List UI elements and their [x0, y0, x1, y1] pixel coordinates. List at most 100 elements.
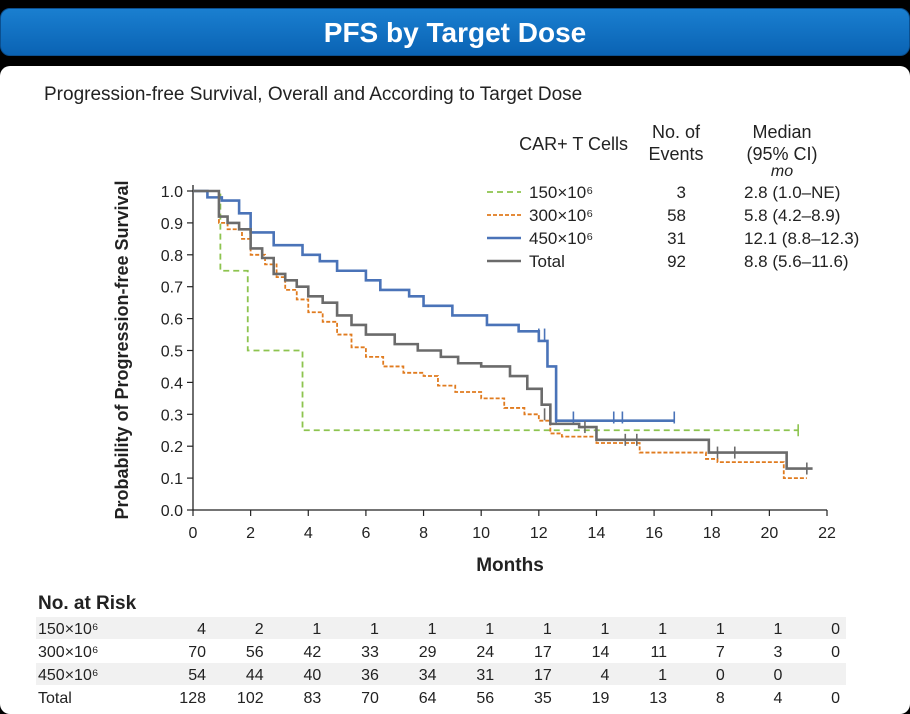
series-line-1 — [193, 190, 807, 479]
legend-series-median: 5.8 (4.2–8.9) — [744, 206, 840, 225]
risk-cell: 1 — [543, 621, 552, 638]
risk-cell: 24 — [476, 644, 494, 661]
x-tick-label: 16 — [645, 525, 663, 542]
chart-panel — [0, 66, 910, 714]
legend-header-median: Median (95% CI) — [746, 122, 817, 164]
legend-series-name: Total — [529, 252, 565, 271]
y-tick-label: 1.0 — [161, 184, 183, 201]
x-tick-label: 10 — [472, 525, 490, 542]
risk-cell: 1 — [428, 621, 437, 638]
legend-header-group: CAR+ T Cells — [519, 134, 628, 154]
axes: 0.0 0.1 0.2 0.3 0.4 0.5 0.6 0.7 0.8 0.9 1.0 0 2 4 6 8 10… — [161, 184, 836, 542]
risk-cell: 11 — [650, 644, 667, 661]
risk-cell: 19 — [592, 690, 610, 707]
risk-cell: 1 — [485, 621, 494, 638]
risk-cell: 70 — [188, 644, 206, 661]
risk-cell: 83 — [303, 690, 321, 707]
risk-cell: 1 — [658, 667, 667, 684]
y-tick-label: 0.0 — [161, 503, 183, 520]
y-tick-label: 0.5 — [161, 344, 183, 361]
risk-cell: 33 — [361, 644, 379, 661]
x-tick-label: 22 — [818, 525, 836, 542]
risk-cell: 36 — [361, 667, 379, 684]
y-tick-label: 0.1 — [161, 471, 183, 488]
y-axis-label: Probability of Progression-free Survival — [112, 180, 132, 519]
x-axis-label: Months — [476, 555, 544, 576]
legend-series-median: 8.8 (5.6–11.6) — [744, 252, 849, 271]
risk-cell: 35 — [534, 690, 552, 707]
risk-cell: 7 — [716, 644, 725, 661]
risk-cell: 70 — [361, 690, 379, 707]
risk-cell: 64 — [419, 690, 437, 707]
risk-cell: 17 — [534, 644, 552, 661]
risk-cell: 1 — [370, 621, 379, 638]
risk-cell: 2 — [255, 621, 264, 638]
series-line-3 — [193, 189, 813, 470]
y-tick-label: 0.2 — [161, 439, 183, 456]
risk-cell: 1 — [658, 621, 667, 638]
risk-row-label: 150×10⁶ — [38, 621, 98, 638]
x-tick-label: 8 — [419, 525, 428, 542]
legend-series-events: 31 — [667, 229, 686, 248]
legend-series-name: 450×10⁶ — [529, 229, 593, 248]
series-line-0 — [193, 190, 799, 432]
risk-row-band — [36, 663, 846, 685]
y-tick-label: 0.7 — [161, 280, 183, 297]
legend-header-events: No. of Events — [648, 122, 703, 164]
risk-table-title: No. at Risk — [38, 593, 137, 614]
series-line-2 — [193, 189, 675, 422]
risk-cell: 0 — [831, 644, 840, 661]
title-banner: PFS by Target Dose — [0, 8, 910, 56]
risk-cell: 44 — [246, 667, 264, 684]
x-tick-label: 0 — [189, 525, 198, 542]
y-tick-label: 0.6 — [161, 312, 183, 329]
legend-series-median: 2.8 (1.0–NE) — [744, 183, 840, 202]
legend: CAR+ T Cells No. of Events Median (95% CI)… — [487, 122, 859, 271]
risk-cell: 40 — [303, 667, 321, 684]
risk-row-label: 450×10⁶ — [38, 667, 98, 684]
risk-cell: 29 — [419, 644, 437, 661]
risk-cell: 8 — [716, 690, 725, 707]
x-tick-label: 2 — [246, 525, 255, 542]
risk-cell: 1 — [312, 621, 321, 638]
risk-cell: 13 — [649, 690, 667, 707]
risk-cell: 56 — [476, 690, 494, 707]
legend-series-events: 58 — [667, 206, 686, 225]
risk-cell: 4 — [601, 667, 610, 684]
legend-series-events: 3 — [677, 183, 686, 202]
risk-cell: 4 — [197, 621, 206, 638]
y-tick-label: 0.3 — [161, 407, 183, 424]
risk-cell: 4 — [773, 690, 782, 707]
risk-cell: 0 — [831, 621, 840, 638]
x-tick-label: 14 — [588, 525, 606, 542]
risk-row-label: Total — [38, 690, 72, 707]
banner-title: PFS by Target Dose — [323, 17, 587, 48]
risk-cell: 1 — [601, 621, 610, 638]
risk-cell: 31 — [476, 667, 494, 684]
risk-cell: 1 — [716, 621, 725, 638]
risk-cell: 128 — [179, 690, 206, 707]
risk-cell: 0 — [831, 690, 840, 707]
risk-row-band — [36, 617, 846, 639]
risk-row-label: 300×10⁶ — [38, 644, 98, 661]
risk-cell: 0 — [716, 667, 725, 684]
risk-cell: 42 — [303, 644, 321, 661]
x-tick-label: 20 — [760, 525, 778, 542]
x-tick-label: 18 — [703, 525, 721, 542]
legend-series-name: 300×10⁶ — [529, 206, 593, 225]
y-tick-label: 0.8 — [161, 248, 183, 265]
risk-cell: 14 — [592, 644, 610, 661]
y-tick-label: 0.9 — [161, 216, 183, 233]
x-tick-label: 4 — [304, 525, 313, 542]
risk-cell: 56 — [246, 644, 264, 661]
legend-header-unit: mo — [771, 163, 793, 180]
legend-series-events: 92 — [667, 252, 686, 271]
x-tick-label: 12 — [530, 525, 548, 542]
risk-cell: 102 — [237, 690, 264, 707]
risk-cell: 0 — [773, 667, 782, 684]
chart-title: Progression-free Survival, Overall and A… — [44, 84, 582, 105]
risk-cell: 17 — [534, 667, 552, 684]
risk-cell: 54 — [188, 667, 206, 684]
